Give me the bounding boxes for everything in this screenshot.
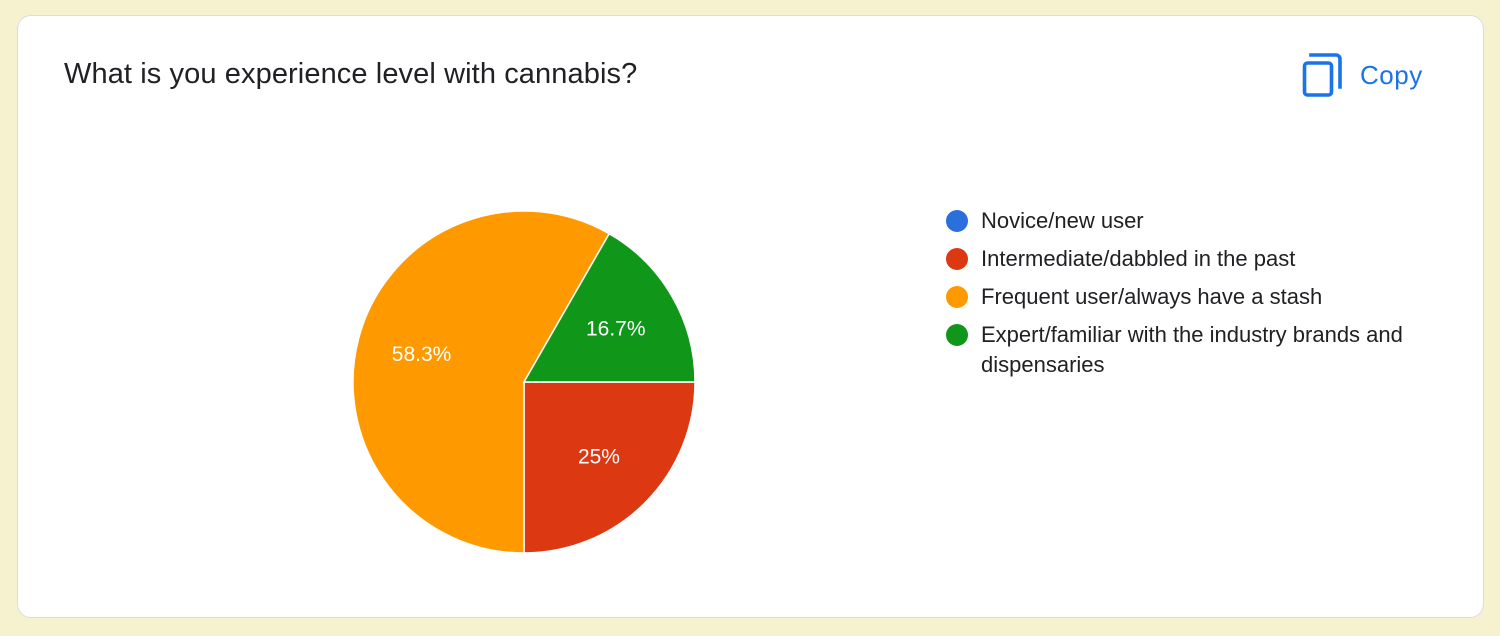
legend-item[interactable]: Intermediate/dabbled in the past xyxy=(946,244,1406,274)
legend-label: Frequent user/always have a stash xyxy=(981,284,1323,309)
slice-value-label: 58.3% xyxy=(392,343,452,366)
legend-label: Intermediate/dabbled in the past xyxy=(981,246,1296,271)
legend-swatch xyxy=(946,324,968,346)
copy-button[interactable]: Copy xyxy=(1302,51,1423,99)
slice-value-label: 16.7% xyxy=(586,317,646,340)
pie-slice-3[interactable] xyxy=(352,210,611,554)
legend-swatch xyxy=(946,286,968,308)
legend-item[interactable]: Frequent user/always have a stash xyxy=(946,282,1406,312)
pie-chart: 25% 58.3% 16.7% xyxy=(352,210,696,554)
chart-card: What is you experience level with cannab… xyxy=(17,15,1484,618)
copy-icon xyxy=(1302,53,1342,97)
chart-title: What is you experience level with cannab… xyxy=(64,58,638,90)
pie-slice-4[interactable] xyxy=(522,232,696,383)
legend-label: Expert/familiar with the industry brands… xyxy=(981,322,1403,377)
legend-swatch xyxy=(946,248,968,270)
slice-value-label: 25% xyxy=(578,445,620,468)
legend-swatch xyxy=(946,210,968,232)
legend-item[interactable]: Expert/familiar with the industry brands… xyxy=(946,320,1406,380)
chart-legend: Novice/new user Intermediate/dabbled in t… xyxy=(946,206,1406,388)
copy-label: Copy xyxy=(1360,59,1423,90)
legend-item[interactable]: Novice/new user xyxy=(946,206,1406,236)
legend-label: Novice/new user xyxy=(981,208,1144,233)
pie-slice-2[interactable] xyxy=(523,381,696,554)
